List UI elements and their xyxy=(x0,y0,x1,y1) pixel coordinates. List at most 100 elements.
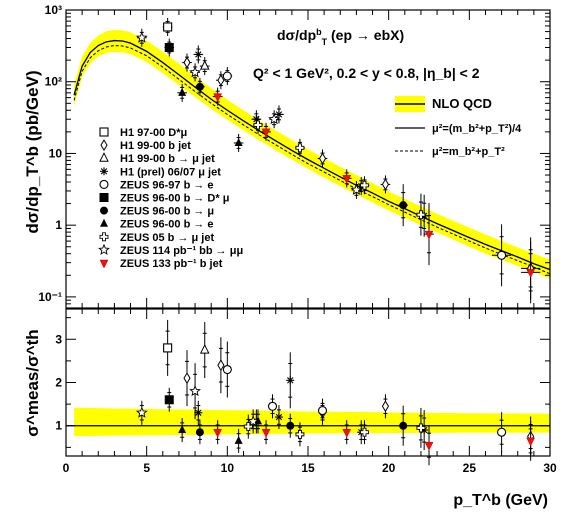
data-point xyxy=(163,22,173,32)
data-point xyxy=(183,56,191,69)
y-axis-label-top: dσ/dp_T^b (pb/GeV) xyxy=(23,70,42,233)
data-point xyxy=(234,137,243,146)
legend-solid-label: μ²=(m_b²+p_T²)/4 xyxy=(432,123,522,135)
x-tick-label: 0 xyxy=(63,461,70,475)
legend-label: ZEUS 114 pb⁻¹ bb → μμ xyxy=(120,245,243,257)
legend-label: ZEUS 05 b → μ jet xyxy=(120,232,214,244)
ratio-point xyxy=(342,428,352,438)
data-point xyxy=(381,178,390,191)
legend-label: H1 97-00 D*μ xyxy=(120,127,187,139)
x-tick-label: 15 xyxy=(301,461,315,475)
legend-label: ZEUS 96-97 b → e xyxy=(120,179,214,191)
y-axis-label-ratio: σ^meas/σ^th xyxy=(23,329,42,436)
ratio-point xyxy=(213,428,223,438)
nlo-central-curve xyxy=(73,39,550,271)
legend-marker xyxy=(99,179,109,189)
legend-marker xyxy=(99,127,109,137)
ratio-point xyxy=(317,406,328,416)
ratio-point xyxy=(194,408,203,417)
ratio-point-stroke xyxy=(275,413,283,421)
data-point xyxy=(213,93,223,103)
data-point xyxy=(497,250,507,260)
ratio-point-stroke xyxy=(195,409,202,416)
chart-title: dσ/dpbT (ep → ebX) xyxy=(277,27,404,47)
data-point xyxy=(135,31,148,43)
data-points-ratio xyxy=(135,319,536,466)
legend-marker xyxy=(99,259,109,269)
ratio-point xyxy=(497,427,507,437)
y-tick-label-top: 1 xyxy=(55,218,62,232)
legend-label: ZEUS 96-00 b → μ xyxy=(120,206,214,218)
nlo-uncertainty-band xyxy=(74,29,550,279)
legend-label: ZEUS 96-00 b → e xyxy=(120,219,214,231)
data-point xyxy=(360,180,369,190)
data-point xyxy=(195,82,204,91)
data-point xyxy=(342,175,352,184)
data-point-stroke xyxy=(275,111,283,118)
ratio-point xyxy=(253,416,262,425)
x-tick-label: 5 xyxy=(143,461,150,475)
ratio-point xyxy=(360,427,369,437)
ratio-point xyxy=(135,406,148,418)
x-axis-label: p_T^b (GeV) xyxy=(453,492,548,509)
data-point xyxy=(194,50,203,59)
y-tick-label-top: 10² xyxy=(45,75,62,89)
y-tick-label-ratio: 2 xyxy=(55,376,62,390)
y-tick-label-top: 10³ xyxy=(45,3,62,17)
ratio-uncertainty-band xyxy=(74,407,550,437)
data-point xyxy=(261,128,271,138)
legend-marker xyxy=(98,243,110,255)
legend-label: ZEUS 133 pb⁻¹ b jet xyxy=(120,258,223,270)
data-point xyxy=(274,110,283,119)
data-point xyxy=(318,152,327,165)
legend-marker-stroke xyxy=(100,168,108,175)
ratio-point xyxy=(195,428,204,437)
legend-marker xyxy=(99,152,109,162)
ratio-point xyxy=(416,423,426,433)
ratio-point xyxy=(164,395,174,405)
data-point xyxy=(217,74,225,87)
ratio-point xyxy=(178,425,187,434)
legend-label: ZEUS 96-00 b → D* μ xyxy=(120,193,229,205)
data-point xyxy=(295,143,305,153)
legend-label: H1 99-00 b jet xyxy=(120,140,191,152)
legend-band-label: NLO QCD xyxy=(432,96,492,111)
data-point xyxy=(199,60,210,70)
ratio-point xyxy=(381,400,390,413)
ratio-point xyxy=(286,376,295,385)
legend-dashed-label: μ²=m_b²+p_T² xyxy=(432,146,505,158)
y-tick-label-ratio: 3 xyxy=(55,332,62,346)
data-point xyxy=(424,230,434,240)
ratio-point xyxy=(222,364,232,375)
ratio-point xyxy=(199,343,210,354)
legend-marker xyxy=(100,167,108,176)
ratio-point xyxy=(267,401,278,411)
legend-label: H1 99-00 b → μ jet xyxy=(120,153,215,165)
data-point xyxy=(222,71,232,81)
kinematics-label: Q² < 1 GeV², 0.2 < y < 0.8, |η_b| < 2 xyxy=(253,65,480,81)
ratio-point xyxy=(274,413,283,422)
ratio-point xyxy=(234,435,243,444)
data-point-stroke xyxy=(195,51,202,58)
x-tick-label: 25 xyxy=(463,461,477,475)
legend-marker xyxy=(99,232,109,242)
y-tick-label-ratio: 1 xyxy=(55,419,62,433)
data-point xyxy=(526,269,536,278)
data-point xyxy=(178,87,187,96)
ratio-point xyxy=(286,421,295,430)
data-point xyxy=(253,120,263,130)
y-tick-label-top: 10 xyxy=(49,146,63,160)
x-tick-label: 30 xyxy=(543,461,557,475)
ratio-point xyxy=(183,372,191,385)
data-point xyxy=(164,43,174,53)
nlo-dashed-curve xyxy=(73,44,550,275)
y-tick-label-top: 10⁻¹ xyxy=(38,290,62,304)
axes: 0 5 10 15 20 25 30 10⁻¹ 1 10 10² 10³ 1 2 3 xyxy=(38,3,557,475)
ratio-point xyxy=(247,415,260,427)
ratio-point xyxy=(217,359,225,372)
ratio-point xyxy=(163,343,173,353)
legend-label: H1 (prel) 06/07 μ jet xyxy=(120,166,221,178)
x-tick-label: 10 xyxy=(221,461,235,475)
